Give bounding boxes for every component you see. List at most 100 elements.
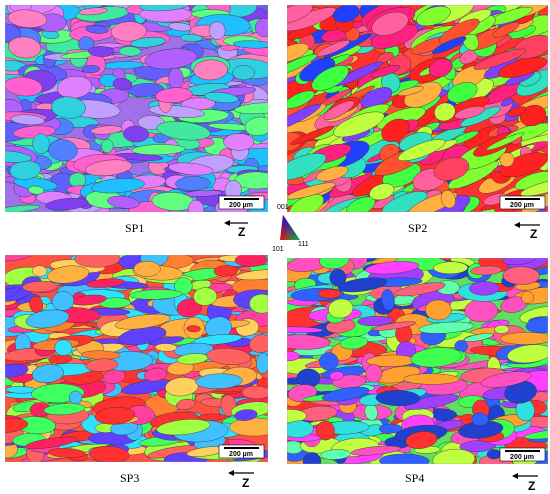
grain <box>144 48 198 70</box>
grain <box>394 282 446 297</box>
grain <box>494 324 510 334</box>
grain <box>316 40 350 57</box>
grain <box>454 106 485 120</box>
grain <box>48 139 78 162</box>
grain <box>287 90 315 109</box>
grain <box>403 394 460 410</box>
grain <box>89 445 130 462</box>
grain <box>78 7 108 16</box>
grain <box>440 190 456 209</box>
grain <box>425 299 452 321</box>
grain <box>328 298 354 319</box>
grain <box>287 351 300 362</box>
grain <box>127 83 165 97</box>
scale-bar: 200 µm <box>499 447 546 462</box>
grain <box>432 36 467 54</box>
grain <box>68 390 83 405</box>
axis-label: Z <box>238 225 245 239</box>
grain <box>473 48 527 70</box>
grain <box>156 121 211 141</box>
ipf-label: 001 <box>277 204 289 211</box>
grain <box>176 398 196 410</box>
grain <box>519 104 547 127</box>
panel-label: SP1 <box>125 221 144 235</box>
grain <box>87 46 115 57</box>
grain <box>232 65 255 81</box>
grain <box>229 417 268 437</box>
grain <box>418 321 474 334</box>
grain <box>234 409 258 421</box>
grain <box>471 412 489 426</box>
grain <box>175 176 211 191</box>
grain <box>320 449 351 460</box>
grain <box>110 21 147 42</box>
grain <box>168 67 184 90</box>
grain <box>339 336 368 350</box>
grain <box>144 367 167 382</box>
grain <box>381 289 395 311</box>
panel-label: SP2 <box>408 221 427 235</box>
grain <box>193 334 243 345</box>
grain <box>256 352 268 374</box>
grain <box>74 255 121 268</box>
scale-text: 200 µm <box>229 202 253 209</box>
grain <box>255 18 268 38</box>
grain <box>520 178 548 197</box>
grain <box>32 265 48 277</box>
grain <box>378 423 403 434</box>
grain <box>315 421 335 441</box>
grain <box>470 265 502 276</box>
grain <box>25 436 78 449</box>
grain <box>184 189 223 197</box>
grain <box>376 52 394 64</box>
grain <box>155 87 193 104</box>
grain <box>287 103 321 131</box>
grain <box>365 261 420 275</box>
scale-text: 200 µm <box>510 202 534 209</box>
grain <box>102 369 126 384</box>
grain <box>5 150 32 163</box>
grain <box>85 358 119 372</box>
grain <box>500 98 514 107</box>
grain <box>193 287 218 306</box>
grain <box>168 162 214 176</box>
grain <box>469 281 500 296</box>
grain <box>51 291 75 311</box>
grain <box>317 289 342 299</box>
grain <box>506 344 548 364</box>
grain <box>27 185 45 195</box>
grain <box>232 40 268 49</box>
grain <box>486 132 525 151</box>
grain <box>433 261 468 275</box>
grain <box>287 5 313 25</box>
axis-arrow: Z <box>512 473 538 493</box>
grain <box>195 373 243 389</box>
grain <box>365 364 383 383</box>
grain <box>5 76 43 97</box>
grain <box>287 334 331 350</box>
grain <box>499 152 515 168</box>
grain <box>206 348 252 365</box>
grain <box>447 82 478 103</box>
grain <box>213 265 239 277</box>
grain <box>322 386 370 402</box>
grain <box>85 159 133 177</box>
grain <box>357 315 394 326</box>
axis-arrow: Z <box>514 222 540 241</box>
grain <box>375 390 421 407</box>
grain <box>8 36 42 59</box>
panel-label: SP4 <box>405 471 424 485</box>
grain <box>46 265 90 284</box>
grain <box>48 448 86 458</box>
grain <box>416 6 451 27</box>
scale-bar: 200 µm <box>218 444 265 459</box>
grain <box>290 125 335 145</box>
grain <box>5 204 41 212</box>
grain <box>156 419 211 436</box>
grain <box>208 21 226 40</box>
grain <box>7 9 48 28</box>
scale-bar: 200 µm <box>499 195 546 210</box>
grain <box>249 334 268 353</box>
grain <box>45 197 89 211</box>
